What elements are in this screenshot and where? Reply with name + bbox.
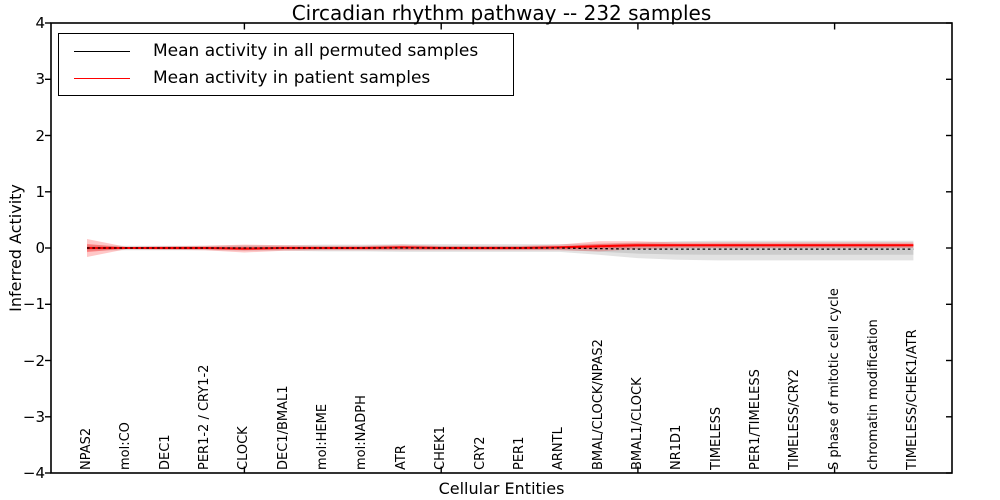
x-tick-label: PER1/TIMELESS — [747, 369, 763, 470]
chart-title: Circadian rhythm pathway -- 232 samples — [291, 1, 712, 25]
y-tick-label: −2 — [22, 351, 45, 370]
patient-mean-line — [87, 244, 914, 250]
x-axis-label: Cellular Entities — [438, 479, 565, 498]
x-tick-label: ARNTL — [551, 427, 567, 470]
x-tick-label: S phase of mitotic cell cycle — [826, 288, 842, 470]
legend-row-permuted: Mean activity in all permuted samples — [59, 41, 513, 61]
x-tick-label: mol:NADPH — [354, 395, 370, 470]
y-tick-label: 2 — [35, 126, 45, 145]
x-tick-label: NPAS2 — [79, 427, 94, 470]
x-tick-label: BMAL1/CLOCK — [629, 377, 645, 470]
x-tick-label: DEC1 — [157, 434, 173, 470]
x-tick-label: CRY2 — [472, 436, 488, 471]
x-tick-label: BMAL/CLOCK/NPAS2 — [590, 339, 606, 470]
x-tick-label: DEC1/BMAL1 — [275, 385, 291, 471]
legend-row-patient: Mean activity in patient samples — [59, 68, 513, 88]
x-tick-label: chromatin modification — [866, 319, 881, 470]
legend-label-permuted: Mean activity in all permuted samples — [153, 41, 479, 61]
y-tick-label: −1 — [22, 295, 45, 314]
x-tick-label: TIMELESS — [708, 406, 724, 470]
x-tick-label: CHEK1 — [433, 426, 449, 470]
legend-label-patient: Mean activity in patient samples — [153, 68, 431, 88]
y-tick-label: −3 — [22, 407, 45, 426]
x-tick-label: PER1-2 / CRY1-2 — [197, 364, 213, 470]
patient-line-sample-icon — [74, 77, 130, 79]
x-tick-label: CLOCK — [236, 426, 252, 470]
x-tick-label: NR1D1 — [669, 424, 685, 470]
x-tick-label: TIMELESS/CRY2 — [787, 368, 803, 470]
y-tick-label: 0 — [35, 239, 45, 257]
legend: Mean activity in all permuted samples Me… — [58, 33, 514, 96]
y-tick-label: 4 — [35, 14, 45, 32]
x-tick-label: PER1 — [511, 436, 527, 470]
x-tick-label: mol:HEME — [315, 403, 331, 470]
x-tick-label: ATR — [393, 445, 409, 470]
x-tick-label: mol:CO — [118, 422, 134, 470]
y-tick-label: 3 — [35, 70, 45, 89]
x-tick-label: TIMELESS/CHEK1/ATR — [905, 329, 921, 470]
y-tick-label: −4 — [22, 464, 45, 482]
permuted-line-sample-icon — [74, 50, 130, 52]
y-tick-label: 1 — [35, 182, 45, 201]
